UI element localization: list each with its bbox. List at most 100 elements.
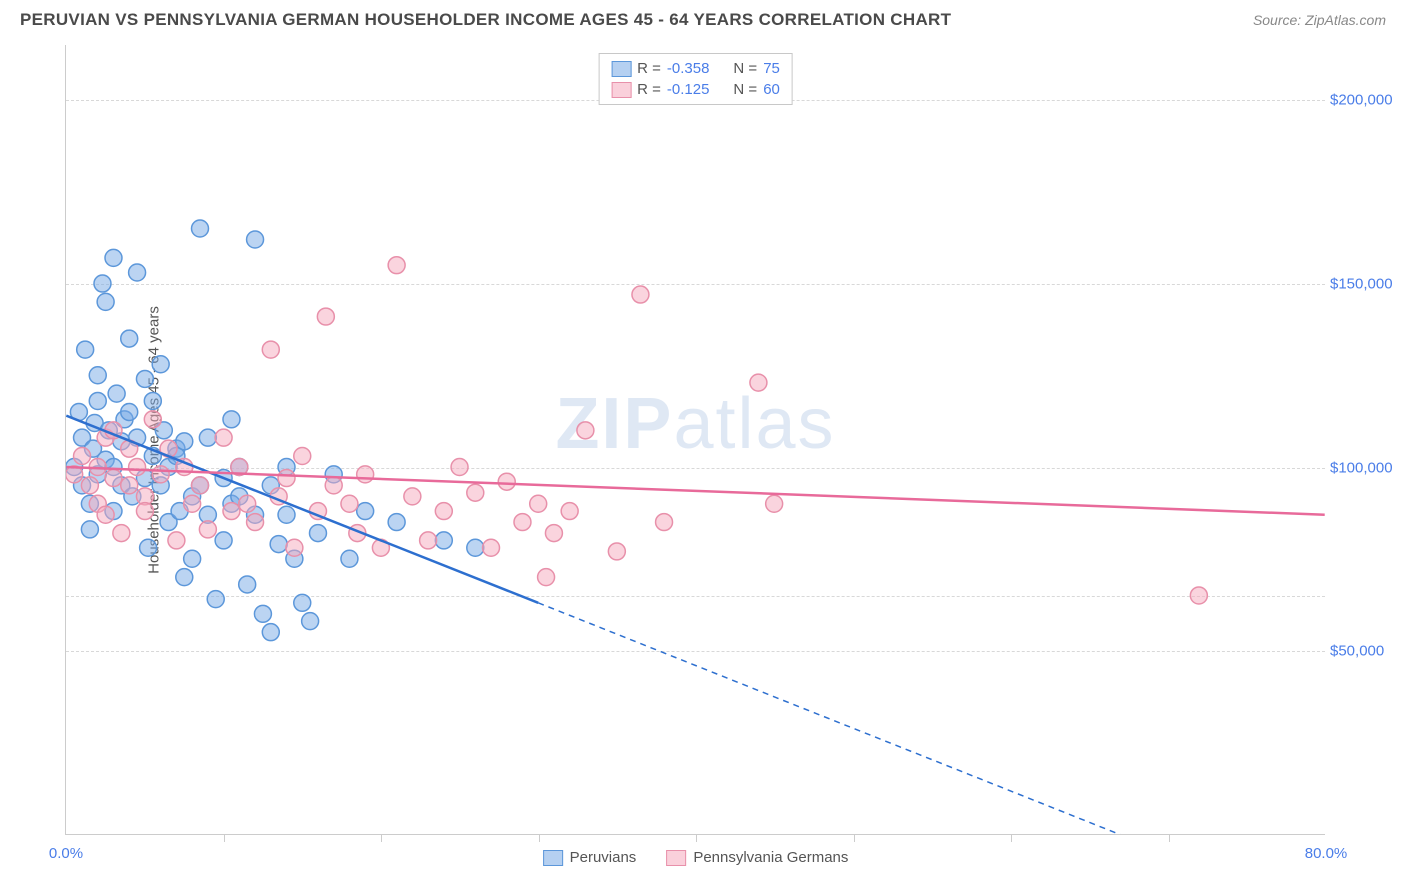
data-point — [530, 495, 547, 512]
data-point — [136, 503, 153, 520]
data-point — [341, 550, 358, 567]
data-point — [357, 466, 374, 483]
data-point — [451, 459, 468, 476]
data-point — [97, 293, 114, 310]
data-point — [420, 532, 437, 549]
swatch-blue-icon — [611, 61, 631, 77]
data-point — [105, 249, 122, 266]
data-point — [247, 231, 264, 248]
data-point — [632, 286, 649, 303]
r-label: R = — [637, 81, 661, 98]
x-tick — [1011, 834, 1012, 842]
chart-container: Householder Income Ages 45 - 64 years ZI… — [55, 45, 1385, 835]
y-tick-label: $50,000 — [1330, 643, 1395, 660]
data-point — [239, 495, 256, 512]
swatch-pink-icon — [666, 850, 686, 866]
n-label: N = — [733, 60, 757, 77]
x-min-label: 0.0% — [49, 845, 83, 862]
legend-row-pink: R = -0.125 N = 60 — [611, 79, 780, 100]
data-point — [656, 514, 673, 531]
data-point — [215, 532, 232, 549]
data-point — [168, 532, 185, 549]
data-point — [140, 539, 157, 556]
chart-title: PERUVIAN VS PENNSYLVANIA GERMAN HOUSEHOL… — [20, 10, 951, 30]
n-value-pink: 60 — [763, 81, 780, 98]
data-point — [388, 257, 405, 274]
x-tick — [224, 834, 225, 842]
data-point — [81, 477, 98, 494]
legend-label-pink: Pennsylvania Germans — [693, 849, 848, 866]
data-point — [77, 341, 94, 358]
data-point — [467, 484, 484, 501]
data-point — [388, 514, 405, 531]
series-legend: Peruvians Pennsylvania Germans — [543, 849, 849, 866]
data-point — [302, 613, 319, 630]
data-point — [129, 264, 146, 281]
data-point — [483, 539, 500, 556]
r-value-blue: -0.358 — [667, 60, 710, 77]
data-point — [262, 624, 279, 641]
data-point — [1190, 587, 1207, 604]
x-tick — [1169, 834, 1170, 842]
y-tick-label: $200,000 — [1330, 92, 1395, 109]
data-point — [192, 220, 209, 237]
data-point — [538, 569, 555, 586]
legend-row-blue: R = -0.358 N = 75 — [611, 58, 780, 79]
data-point — [113, 525, 130, 542]
data-point — [545, 525, 562, 542]
data-point — [129, 459, 146, 476]
data-point — [286, 539, 303, 556]
data-point — [514, 514, 531, 531]
data-point — [192, 477, 209, 494]
data-point — [136, 370, 153, 387]
data-point — [262, 341, 279, 358]
data-point — [152, 466, 169, 483]
n-value-blue: 75 — [763, 60, 780, 77]
scatter-svg — [66, 45, 1325, 834]
data-point — [97, 506, 114, 523]
data-point — [89, 392, 106, 409]
data-point — [176, 433, 193, 450]
source-credit: Source: ZipAtlas.com — [1253, 12, 1386, 28]
swatch-pink-icon — [611, 82, 631, 98]
x-tick — [381, 834, 382, 842]
data-point — [561, 503, 578, 520]
data-point — [184, 550, 201, 567]
regression-line-extrapolated — [538, 603, 1183, 834]
data-point — [766, 495, 783, 512]
data-point — [278, 506, 295, 523]
data-point — [498, 473, 515, 490]
data-point — [435, 532, 452, 549]
data-point — [144, 411, 161, 428]
correlation-legend: R = -0.358 N = 75 R = -0.125 N = 60 — [598, 53, 793, 105]
data-point — [294, 594, 311, 611]
data-point — [121, 477, 138, 494]
data-point — [309, 525, 326, 542]
n-label: N = — [733, 81, 757, 98]
x-tick — [854, 834, 855, 842]
legend-label-blue: Peruvians — [570, 849, 637, 866]
swatch-blue-icon — [543, 850, 563, 866]
data-point — [247, 514, 264, 531]
data-point — [144, 392, 161, 409]
data-point — [608, 543, 625, 560]
data-point — [121, 403, 138, 420]
data-point — [152, 356, 169, 373]
plot-area: ZIPatlas R = -0.358 N = 75 R = -0.125 N … — [65, 45, 1325, 835]
legend-item-peruvians: Peruvians — [543, 849, 637, 866]
x-tick — [539, 834, 540, 842]
r-label: R = — [637, 60, 661, 77]
data-point — [325, 477, 342, 494]
y-tick-label: $100,000 — [1330, 459, 1395, 476]
data-point — [294, 448, 311, 465]
x-max-label: 80.0% — [1305, 845, 1348, 862]
data-point — [435, 503, 452, 520]
data-point — [278, 470, 295, 487]
data-point — [750, 374, 767, 391]
data-point — [108, 385, 125, 402]
legend-item-penn-germans: Pennsylvania Germans — [666, 849, 848, 866]
data-point — [94, 275, 111, 292]
data-point — [223, 503, 240, 520]
data-point — [404, 488, 421, 505]
data-point — [89, 367, 106, 384]
